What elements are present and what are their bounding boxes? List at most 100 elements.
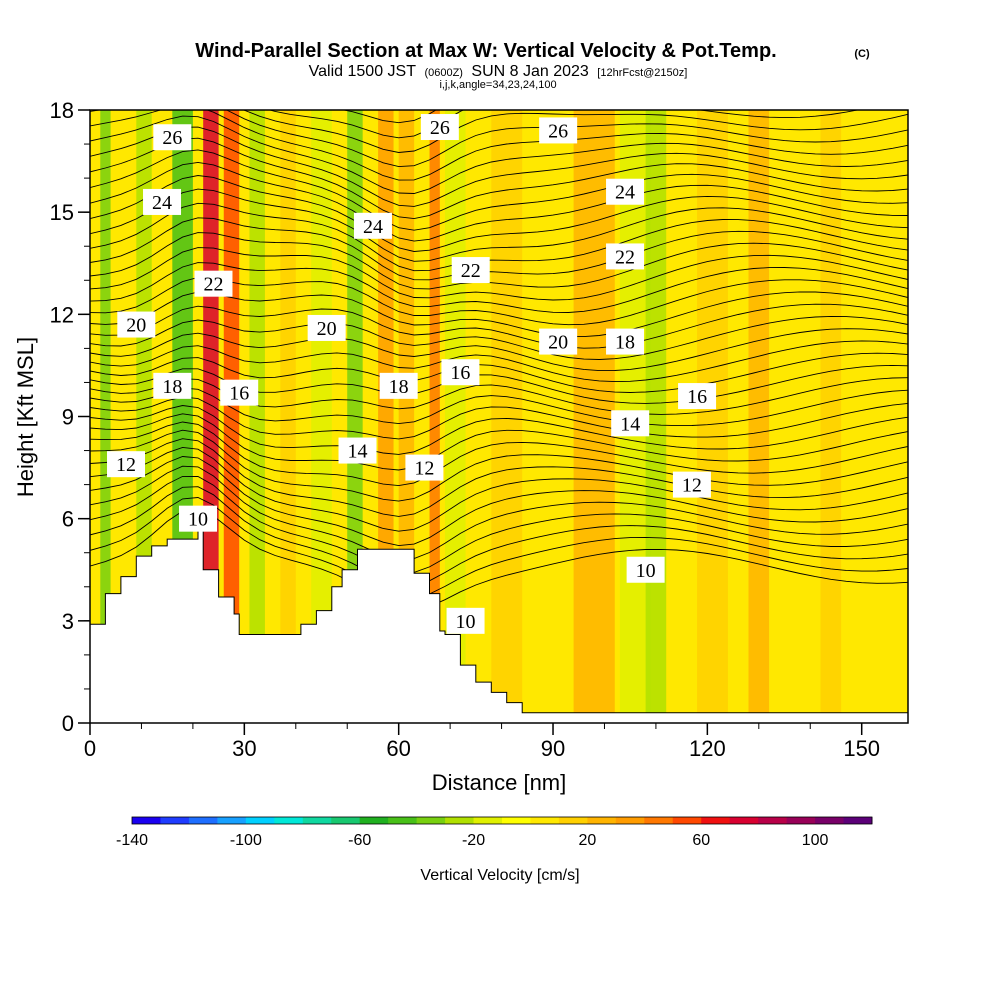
subtitle-valid: Valid 1500 JST <box>309 63 417 80</box>
chart-title: Wind-Parallel Section at Max W: Vertical… <box>195 40 776 62</box>
isentrope-label-box <box>606 178 645 205</box>
isentrope-label-text: 12 <box>116 454 136 476</box>
isentrope-line <box>90 486 908 587</box>
velocity-band <box>280 110 296 723</box>
isentrope-label-text: 22 <box>461 260 481 282</box>
velocity-band <box>748 110 770 723</box>
isentrope-line <box>242 110 908 153</box>
isentrope-label-text: 12 <box>414 458 434 480</box>
isentrope-line <box>90 475 908 573</box>
isentrope-label-text: 18 <box>162 376 182 398</box>
isentrope-line <box>90 126 908 207</box>
subtitle-forecast: [12hrFcst@2150z] <box>597 67 687 79</box>
isentrope-label-box <box>153 372 192 399</box>
colorbar-swatch <box>615 817 645 824</box>
isentrope-line <box>90 115 908 194</box>
isentrope-line <box>90 446 908 532</box>
isentrope-label-box <box>611 410 650 437</box>
colorbar-swatch <box>160 817 190 824</box>
colorbar-swatch <box>758 817 788 824</box>
colorbar-swatch <box>445 817 475 824</box>
isentrope-line <box>90 110 908 168</box>
isentrope-line <box>90 315 908 360</box>
isentrope-label: 26 <box>420 114 459 141</box>
isentrope-label-box <box>420 114 459 141</box>
colorbar-swatch <box>729 817 759 824</box>
isentrope-line <box>90 465 908 560</box>
isentrope-label: 26 <box>539 117 578 144</box>
isentrope-line <box>90 149 908 231</box>
isentrope-label: 10 <box>626 556 665 583</box>
isentrope-label-text: 26 <box>162 127 182 149</box>
isentrope-label-box <box>626 556 665 583</box>
isentrope-line <box>90 352 908 393</box>
isentrope-label-text: 18 <box>615 332 635 354</box>
isentrope-line <box>90 202 908 272</box>
isentrope-label-box <box>143 188 182 215</box>
isentrope-line <box>90 232 908 290</box>
isentrope-label-text: 18 <box>389 376 409 398</box>
isentrope-label-box <box>379 372 418 399</box>
isentrope-label: 18 <box>153 372 192 399</box>
isentrope-label: 24 <box>606 178 645 205</box>
isentrope-label: 18 <box>606 328 645 355</box>
colorbar-tick-label: 100 <box>802 832 829 849</box>
isentrope-label-text: 24 <box>363 216 383 238</box>
y-tick-label: 9 <box>62 405 74 430</box>
isentrope-line <box>90 328 908 372</box>
isentrope-label: 16 <box>678 383 717 410</box>
y-tick-label: 6 <box>62 507 74 532</box>
isentrope-label: 12 <box>107 451 146 478</box>
x-axis: 0 30 60 90 120 150 <box>84 723 880 761</box>
y-tick-label: 3 <box>62 609 74 634</box>
isentrope-label-box <box>678 383 717 410</box>
isentrope-label-box <box>539 328 578 355</box>
colorbar-label: Vertical Velocity [cm/s] <box>420 867 579 884</box>
isentrope-label: 12 <box>672 471 711 498</box>
colorbar-swatch <box>331 817 361 824</box>
isentrope-label-box <box>307 314 346 341</box>
x-tick-label: 60 <box>386 736 410 761</box>
x-tick-label: 120 <box>689 736 726 761</box>
colorbar: -140 -100 -60 -20 20 60 100 <box>116 816 873 849</box>
colorbar-swatch <box>416 817 446 824</box>
isentrope-label-box <box>606 243 645 270</box>
colorbar-swatch <box>587 817 617 824</box>
colorbar-swatch <box>388 817 418 824</box>
isentrope-line <box>90 262 908 313</box>
isentrope-label: 14 <box>338 437 377 464</box>
isentrope-label-box <box>194 270 233 297</box>
colorbar-swatch <box>558 817 588 824</box>
colorbar-tick-label: -140 <box>116 832 148 849</box>
isentrope-label: 22 <box>606 243 645 270</box>
colorbar-tick-label: -20 <box>462 832 485 849</box>
isentrope-label: 18 <box>379 372 418 399</box>
isentrope-label: 20 <box>539 328 578 355</box>
isentrope-line <box>90 405 908 455</box>
isentrope-line <box>90 413 908 471</box>
isentrope-label: 22 <box>451 257 490 284</box>
isentrope-label-text: 26 <box>548 120 568 142</box>
terrain-mask <box>90 528 908 723</box>
isentrope-label: 16 <box>441 359 480 386</box>
isentrope-label: 14 <box>611 410 650 437</box>
y-tick-label: 15 <box>50 200 74 225</box>
x-tick-label: 0 <box>84 736 96 761</box>
isentrope-label-box <box>539 117 578 144</box>
isentrope-line <box>90 508 908 611</box>
y-axis: 0 3 6 9 12 15 18 <box>50 98 90 736</box>
isentrope-label: 20 <box>307 314 346 341</box>
y-tick-label: 0 <box>62 711 74 736</box>
isentrope-label-text: 24 <box>152 192 172 214</box>
x-tick-label: 30 <box>232 736 256 761</box>
colorbar-tick-label: 20 <box>578 832 596 849</box>
isentrope-label-text: 20 <box>548 332 568 354</box>
isentrope-label-box <box>451 257 490 284</box>
colorbar-swatch <box>530 817 560 824</box>
colorbar-swatch <box>843 817 873 824</box>
isentrope-label-box <box>353 212 392 239</box>
velocity-band <box>249 110 265 723</box>
colorbar-swatch <box>786 817 816 824</box>
isentrope-label-text: 16 <box>450 362 470 384</box>
